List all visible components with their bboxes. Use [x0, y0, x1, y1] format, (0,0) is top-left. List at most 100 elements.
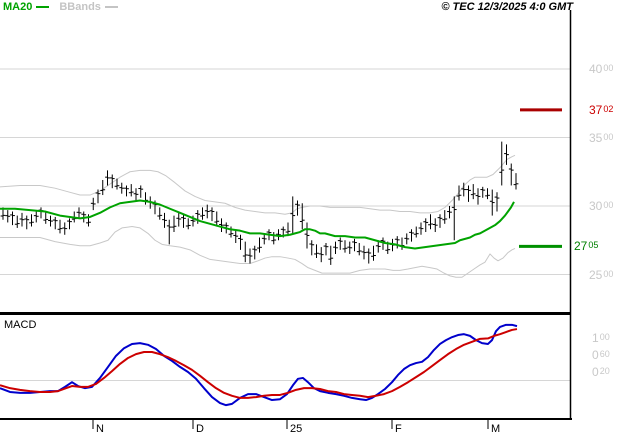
ohlc-bar [247, 248, 253, 264]
ohlc-bar [480, 186, 486, 198]
ohlc-bar [90, 197, 96, 211]
ohlc-bar [105, 170, 110, 186]
ohlc-bar [428, 214, 433, 230]
ohlc-bar [181, 214, 186, 228]
ohlc-bar [451, 196, 457, 241]
ohlc-bar [399, 237, 405, 250]
bollinger-upper-band-line [0, 154, 516, 215]
ohlc-bar [10, 211, 15, 226]
price-tick-label-30: 3000 [589, 199, 614, 213]
ohlc-bar [219, 218, 224, 233]
ohlc-bar [304, 222, 310, 249]
price-tick-label-35: 3500 [589, 130, 614, 145]
chart-legend: MA20 BBands [3, 1, 118, 13]
ohlc-bar [299, 203, 305, 230]
legend-label: BBands [59, 1, 101, 13]
ohlc-bar [195, 210, 201, 224]
ohlc-bar [133, 188, 139, 201]
ohlc-bar [475, 188, 481, 205]
copyright-timestamp: © TEC 12/3/2025 4:0 GMT [441, 1, 573, 13]
ohlc-bar [261, 233, 267, 245]
ohlc-bar [380, 237, 386, 250]
ohlc-bar [114, 178, 120, 190]
month-label-N: N [96, 423, 104, 435]
ohlc-bar [233, 229, 239, 243]
ohlc-bar [57, 219, 63, 234]
ohlc-bar [309, 240, 315, 256]
legend-dash-icon [36, 6, 50, 8]
ohlc-bar [470, 184, 476, 200]
ohlc-bar [38, 207, 44, 219]
macd-tick-label-060: 060 [592, 348, 610, 362]
ohlc-bar [185, 218, 191, 230]
ohlc-bar [138, 185, 144, 198]
ohlc-bar [423, 218, 429, 233]
ohlc-bar [508, 163, 514, 186]
ohlc-bar [356, 242, 362, 256]
macd-tick-label-020: 020 [592, 365, 610, 379]
ohlc-bar [166, 219, 172, 245]
ohlc-bar [128, 184, 134, 197]
ohlc-bar [24, 215, 30, 230]
ohlc-bar [366, 248, 372, 264]
legend-item-ma20: MA20 [3, 1, 50, 13]
ohlc-bar [513, 173, 519, 190]
ohlc-bar [485, 188, 490, 200]
macd-panel-label: MACD [4, 319, 37, 331]
ohlc-bar [143, 192, 148, 205]
ohlc-bar [295, 200, 300, 216]
ohlc-bar [489, 189, 495, 216]
ohlc-bar [67, 218, 72, 230]
ohlc-bar [504, 144, 509, 165]
ohlc-bar [290, 196, 296, 235]
ohlc-bar [176, 211, 182, 227]
ohlc-bar [394, 236, 400, 249]
ohlc-bar [432, 218, 438, 233]
legend-label: MA20 [3, 1, 33, 13]
ohlc-bar [494, 192, 500, 212]
ohlc-bar [333, 241, 338, 254]
ohlc-bar [48, 215, 53, 227]
price-tick-label-25: 2500 [589, 267, 614, 282]
ohlc-bar [252, 245, 258, 260]
ohlc-bar [413, 226, 419, 238]
ohlc-bar [5, 210, 11, 223]
ohlc-bar [214, 211, 220, 227]
legend-dash-icon [104, 6, 118, 8]
ma20-line [0, 199, 515, 250]
month-label-M: M [491, 423, 501, 435]
ohlc-bar [62, 222, 68, 235]
ohlc-bar [14, 215, 20, 228]
macd-line [0, 323, 518, 407]
ohlc-bar [76, 207, 82, 219]
ohlc-bar [209, 207, 215, 222]
ohlc-bar [271, 232, 277, 245]
ohlc-bar [238, 234, 243, 250]
ohlc-bar [119, 182, 125, 194]
ohlc-bar [19, 212, 25, 227]
ohlc-bar [323, 242, 329, 256]
ohlc-bar [371, 245, 376, 261]
ohlc-bar [204, 204, 210, 219]
ohlc-bar [318, 247, 324, 263]
ohlc-bar [361, 245, 367, 260]
ohlc-bar [157, 207, 163, 220]
support-level-label: 2705 [574, 239, 599, 254]
ohlc-bar [52, 216, 58, 230]
month-label-F: F [395, 423, 402, 435]
ohlc-bar [456, 185, 462, 201]
ohlc-bar [276, 229, 281, 241]
ohlc-bar [162, 212, 167, 228]
month-label-25: 25 [290, 423, 303, 435]
ohlc-bar [347, 241, 353, 254]
ohlc-bar [124, 185, 129, 197]
ohlc-bar [228, 226, 234, 238]
ohlc-bar [352, 238, 357, 252]
ohlc-bar [461, 182, 467, 197]
ohlc-bar [43, 211, 49, 224]
ohlc-bar [466, 185, 471, 202]
ohlc-bar [499, 141, 505, 186]
macd-panel-top-border [0, 312, 571, 315]
ohlc-bar [314, 244, 319, 259]
